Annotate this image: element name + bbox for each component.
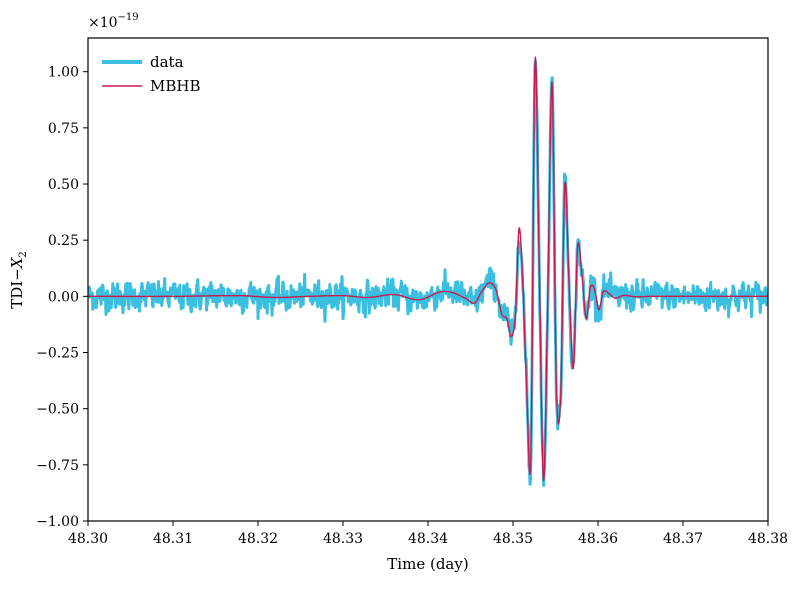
legend-label-data: data (150, 53, 184, 71)
x-tick-label: 48.32 (238, 531, 278, 547)
y-tick-label: 0.25 (48, 233, 79, 249)
legend: data MBHB (102, 53, 201, 95)
y-axis: −1.00 −0.75 −0.50 −0.25 0.00 0.25 0.50 0.75 1.00 (36, 65, 88, 530)
legend-label-mbhb: MBHB (150, 77, 201, 95)
x-tick-label: 48.34 (408, 531, 448, 547)
y-scale-multiplier: ×10−19 (88, 12, 139, 31)
series-data-line (88, 59, 768, 487)
x-tick-label: 48.36 (578, 531, 618, 547)
x-tick-label: 48.31 (153, 531, 193, 547)
x-tick-label: 48.33 (323, 531, 363, 547)
plot-area (87, 37, 769, 522)
y-tick-label: −0.25 (36, 346, 79, 362)
x-tick-label: 48.30 (68, 531, 108, 547)
y-tick-label: −0.75 (36, 458, 79, 474)
plot-frame (87, 37, 769, 522)
x-axis: 48.30 48.31 48.32 48.33 48.34 48.35 48.36 48.37… (68, 521, 788, 547)
y-tick-label: −0.50 (36, 402, 79, 418)
y-tick-label: 0.75 (48, 121, 79, 137)
x-tick-label: 48.35 (493, 531, 533, 547)
y-axis-label: TDI−X2 (8, 251, 29, 309)
y-tick-label: 0.50 (48, 177, 79, 193)
y-tick-label: −1.00 (36, 514, 79, 530)
series-mbhb-line (88, 56, 768, 482)
x-tick-label: 48.38 (748, 531, 788, 547)
y-tick-label: 0.00 (48, 289, 79, 305)
x-tick-label: 48.37 (663, 531, 703, 547)
x-axis-label: Time (day) (387, 555, 468, 573)
y-tick-label: 1.00 (48, 65, 79, 81)
